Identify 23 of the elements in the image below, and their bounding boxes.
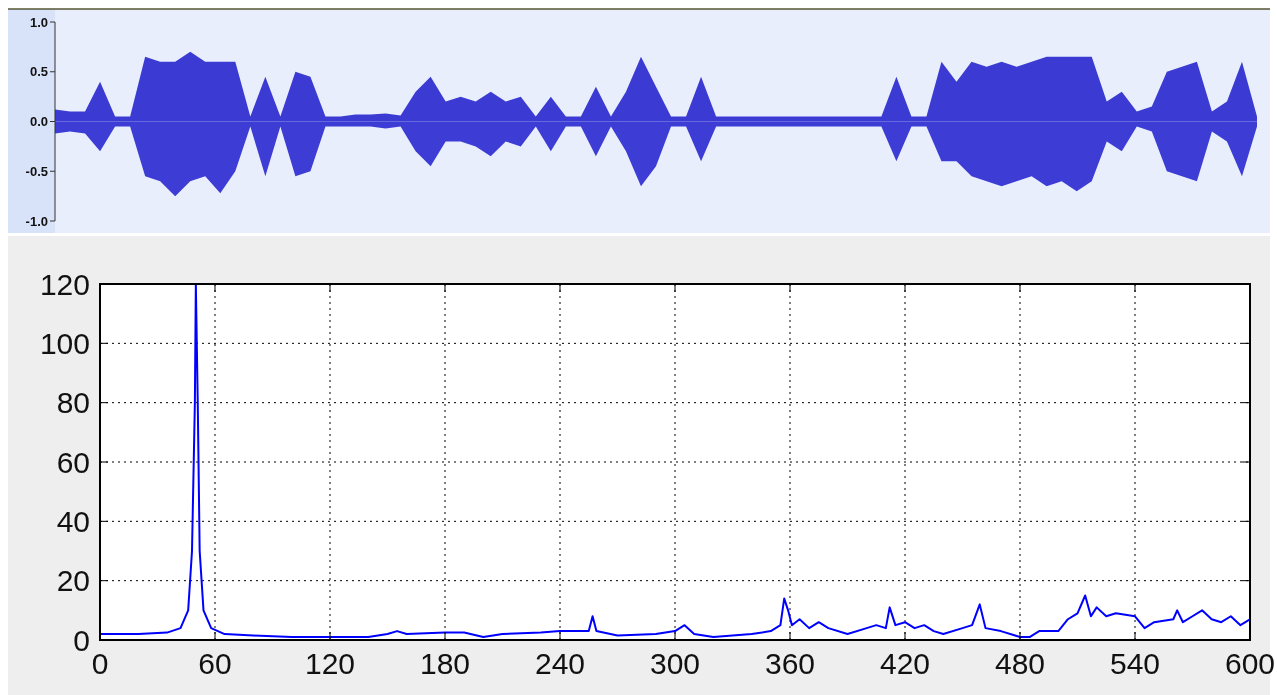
x-tick-label: 420 <box>879 647 931 680</box>
y-tick-label: -1.0 <box>25 213 48 229</box>
y-tick-label: -0.5 <box>25 163 48 179</box>
y-tick-label: 1.0 <box>29 14 48 30</box>
y-tick-label: 0 <box>73 623 90 657</box>
y-tick-label: 0.5 <box>29 64 48 80</box>
y-tick-label: 60 <box>56 445 90 479</box>
y-tick-label: 80 <box>56 386 90 420</box>
y-tick-label: 0.0 <box>29 114 48 130</box>
x-tick-label: 180 <box>419 647 471 680</box>
y-tick-label: 20 <box>56 564 90 598</box>
y-tick-label: 40 <box>56 504 90 538</box>
x-tick-label: 240 <box>534 647 586 680</box>
y-tick-label: 120 <box>39 267 90 301</box>
x-tick-label: 600 <box>1224 647 1276 680</box>
y-tick-label: 100 <box>39 326 90 360</box>
line-series <box>100 284 1250 639</box>
x-tick-label: 60 <box>198 647 232 680</box>
x-tick-label: 120 <box>304 647 356 680</box>
x-tick-label: 480 <box>994 647 1046 680</box>
x-tick-label: 360 <box>764 647 816 680</box>
x-tick-label: 300 <box>649 647 701 680</box>
x-tick-label: 540 <box>1109 647 1161 680</box>
